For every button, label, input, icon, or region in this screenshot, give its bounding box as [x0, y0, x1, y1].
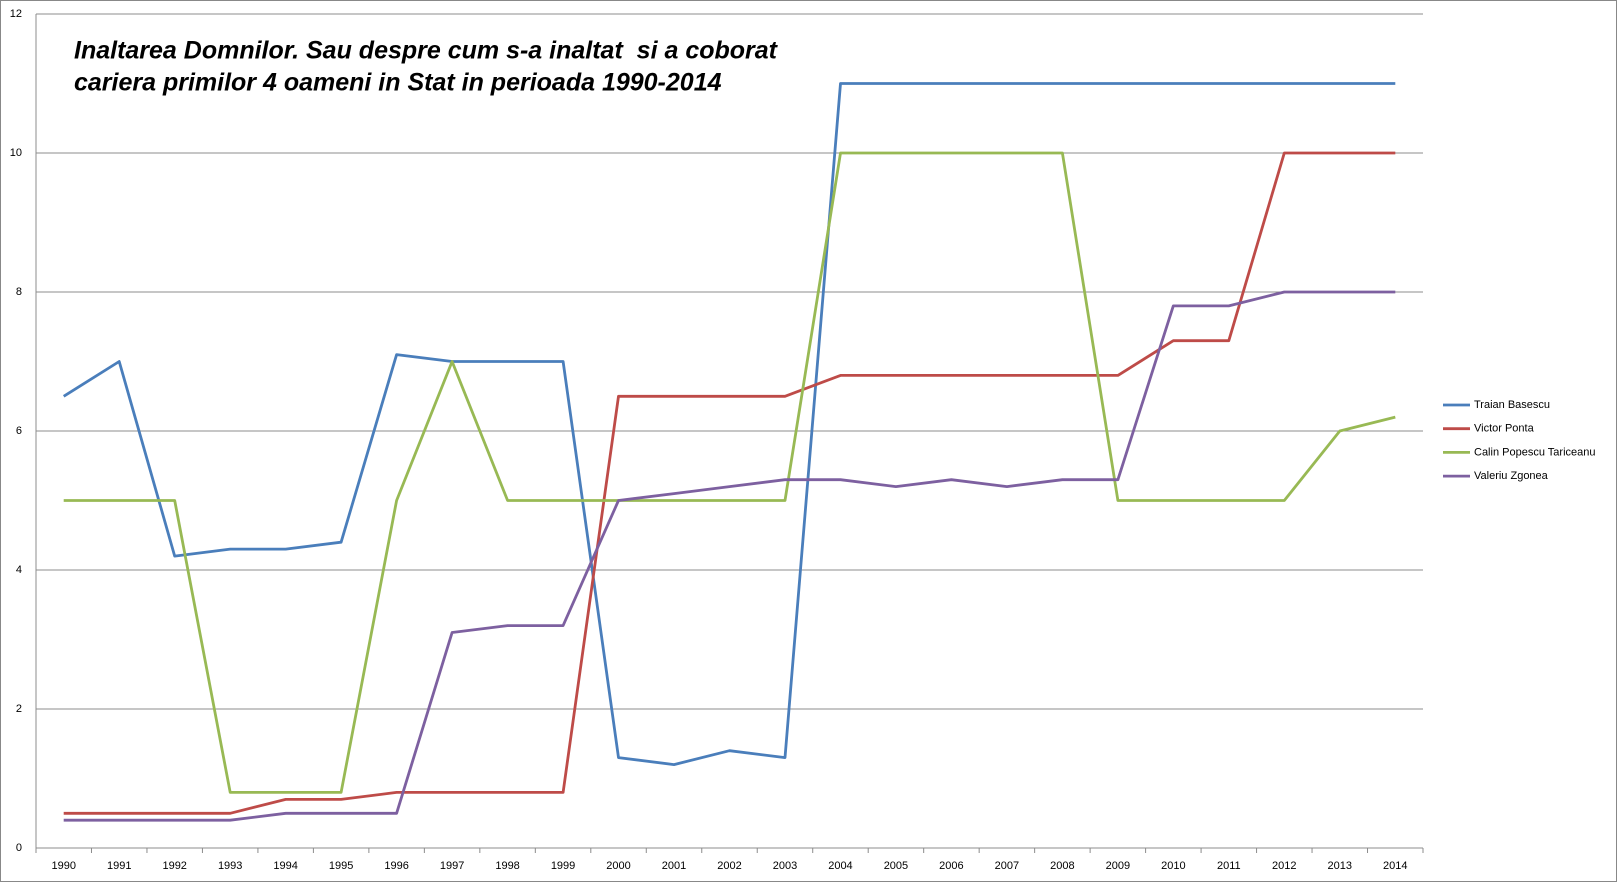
y-tick-label: 10 [10, 147, 22, 159]
x-tick-label: 2005 [884, 860, 908, 872]
y-tick-label: 8 [16, 286, 22, 298]
x-tick-label: 1992 [162, 860, 186, 872]
series-line [62, 82, 1396, 766]
x-tick-label: 1990 [51, 860, 75, 872]
x-tick-label: 2006 [939, 860, 963, 872]
x-tick-label: 2012 [1272, 860, 1296, 872]
series-line [63, 151, 1396, 794]
x-tick-label: 2002 [717, 860, 741, 872]
x-tick-label: 2013 [1328, 860, 1352, 872]
x-tick-label: 2003 [773, 860, 797, 872]
x-tick-label: 2014 [1383, 860, 1407, 872]
x-tick-label: 1996 [384, 860, 408, 872]
x-tick-label: 1995 [329, 860, 353, 872]
x-tick-label: 1991 [107, 860, 131, 872]
y-tick-label: 0 [16, 842, 22, 854]
x-tick-label: 1994 [273, 860, 297, 872]
chart-title: cariera primilor 4 oameni in Stat in per… [74, 69, 722, 97]
x-tick-label: 2004 [828, 860, 852, 872]
x-tick-label: 1997 [440, 860, 464, 872]
x-tick-label: 2009 [1106, 860, 1130, 872]
x-tick-label: 2008 [1050, 860, 1074, 872]
x-tick-label: 1998 [495, 860, 519, 872]
y-tick-label: 4 [16, 564, 22, 576]
series-line [63, 151, 1396, 815]
x-tick-label: 2010 [1161, 860, 1185, 872]
legend-label: Valeriu Zgonea [1474, 470, 1549, 482]
x-tick-label: 2011 [1217, 860, 1241, 872]
legend-label: Calin Popescu Tariceanu [1474, 446, 1595, 458]
legend-label: Traian Basescu [1474, 399, 1550, 411]
x-tick-label: 2000 [606, 860, 630, 872]
legend-label: Victor Ponta [1474, 423, 1535, 435]
x-tick-label: 2001 [662, 860, 686, 872]
y-tick-label: 2 [16, 703, 22, 715]
y-tick-label: 12 [10, 8, 22, 20]
x-tick-label: 2007 [995, 860, 1019, 872]
x-tick-label: 1993 [218, 860, 242, 872]
chart-title: Inaltarea Domnilor. Sau despre cum s-a i… [74, 37, 779, 65]
series-line [63, 290, 1396, 822]
y-tick-label: 6 [16, 425, 22, 437]
x-tick-label: 1999 [551, 860, 575, 872]
